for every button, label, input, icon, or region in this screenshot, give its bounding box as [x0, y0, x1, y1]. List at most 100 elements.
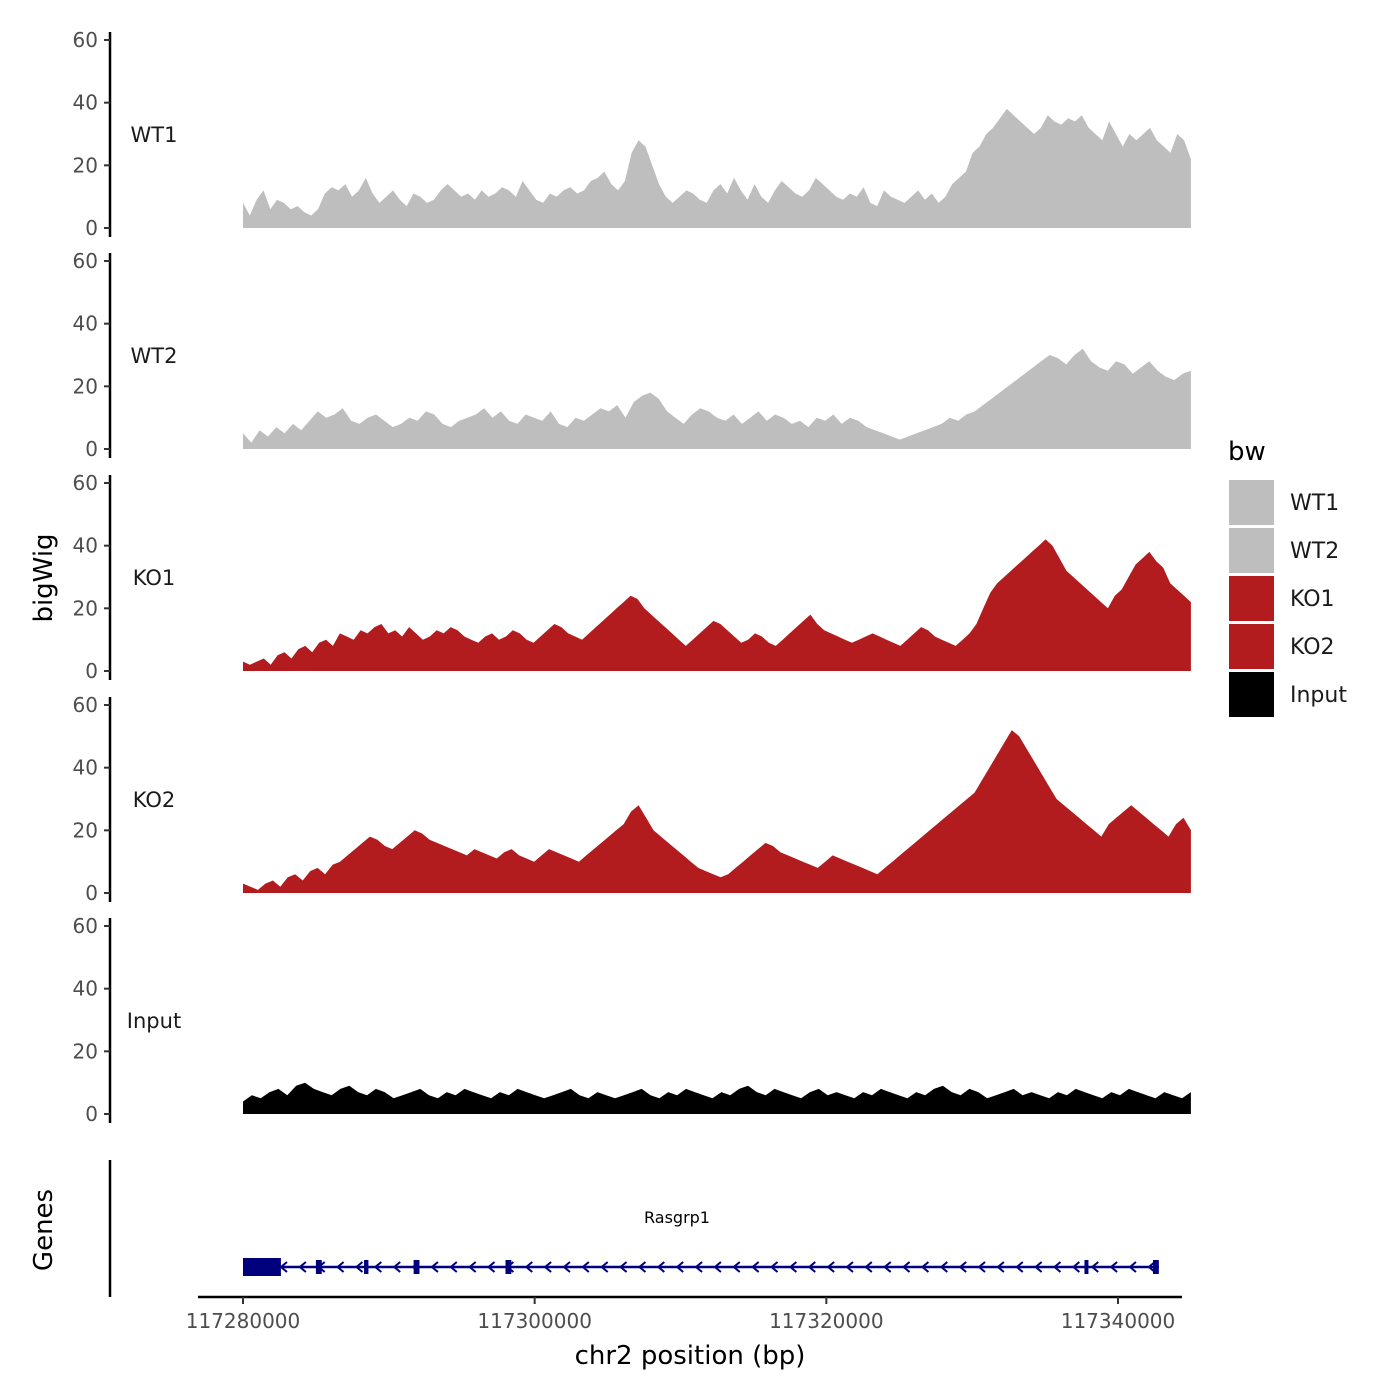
strand-arrow	[977, 1261, 986, 1273]
strand-arrow	[298, 1261, 307, 1273]
y-axis-title: bigWig	[29, 533, 59, 622]
bigwig-tracks: 0 20 40 60 WT1 0 20 40 60 WT2 0 20 40 60 KO1 0 20 40 60 KO2…	[73, 28, 1191, 1126]
strand-arrow	[939, 1261, 948, 1273]
strand-arrow	[430, 1261, 439, 1273]
legend-label-wt1: WT1	[1290, 491, 1339, 516]
strand-arrow	[732, 1261, 741, 1273]
track-label: KO1	[133, 566, 176, 590]
x-tick-label: 117300000	[477, 1309, 592, 1333]
strand-arrow	[486, 1261, 496, 1273]
legend-label-wt2: WT2	[1290, 539, 1339, 564]
strand-arrow	[769, 1261, 779, 1273]
x-tick-label: 117340000	[1061, 1309, 1176, 1333]
track-label: WT2	[131, 344, 178, 368]
y-tick-label: 40	[73, 977, 98, 1001]
genes-track-title: Genes	[29, 1189, 59, 1271]
x-axis: 117280000 117300000 117320000 117340000	[186, 1295, 1182, 1333]
y-tick-label: 40	[73, 756, 98, 780]
strand-arrow	[543, 1261, 552, 1273]
y-tick-label: 60	[73, 28, 98, 52]
x-axis-title: chr2 position (bp)	[575, 1341, 806, 1371]
track-ko2: 0 20 40 60 KO2	[73, 693, 1191, 905]
legend-key-ko2	[1229, 624, 1274, 669]
y-tick-label: 40	[73, 312, 98, 336]
track-input: 0 20 40 60 Input	[73, 914, 1191, 1126]
strand-arrow	[883, 1261, 892, 1273]
track-label: WT1	[131, 123, 178, 147]
legend-title: bw	[1228, 437, 1266, 467]
legend: WT1 WT2 KO1 KO2 Input	[1229, 480, 1347, 717]
strand-arrow	[920, 1261, 930, 1273]
strand-arrow	[619, 1261, 628, 1273]
x-tick-label: 117320000	[769, 1309, 884, 1333]
y-tick-label: 20	[73, 153, 98, 177]
strand-arrow	[279, 1261, 288, 1273]
strand-arrow	[675, 1261, 684, 1273]
strand-arrow	[1090, 1261, 1099, 1273]
strand-arrow	[864, 1261, 873, 1273]
gene-exon	[1153, 1260, 1159, 1274]
legend-label-ko1: KO1	[1290, 587, 1335, 612]
strand-arrow	[1147, 1261, 1156, 1273]
strand-arrow	[1128, 1261, 1137, 1273]
strand-arrow	[1071, 1261, 1081, 1273]
strand-arrow	[449, 1261, 458, 1273]
strand-arrow	[996, 1261, 1005, 1273]
strand-arrow	[468, 1261, 477, 1273]
legend-key-wt2	[1229, 528, 1274, 573]
y-tick-label: 60	[73, 249, 98, 273]
legend-key-ko1	[1229, 576, 1274, 621]
track-label: Input	[127, 1009, 181, 1033]
y-tick-label: 0	[85, 881, 98, 905]
gene-exon	[1084, 1260, 1089, 1274]
legend-key-input	[1229, 672, 1274, 717]
y-tick-label: 20	[73, 1039, 98, 1063]
y-tick-label: 0	[85, 1102, 98, 1126]
strand-arrow	[751, 1261, 760, 1273]
y-tick-label: 0	[85, 216, 98, 240]
strand-arrow	[581, 1261, 590, 1273]
strand-arrow	[354, 1261, 364, 1273]
y-tick-label: 20	[73, 818, 98, 842]
strand-arrow	[336, 1261, 345, 1273]
y-tick-label: 20	[73, 596, 98, 620]
legend-key-wt1	[1229, 480, 1274, 525]
y-tick-label: 20	[73, 374, 98, 398]
strand-arrow	[656, 1261, 665, 1273]
y-tick-label: 60	[73, 914, 98, 938]
gene-track	[108, 1160, 1159, 1297]
strand-arrow	[373, 1261, 382, 1273]
area-wt1	[243, 108, 1191, 228]
gene-exon	[413, 1260, 420, 1274]
y-tick-label: 40	[73, 534, 98, 558]
strand-arrow	[562, 1261, 571, 1273]
strand-arrow	[902, 1261, 911, 1273]
gene-exon	[243, 1258, 281, 1276]
y-tick-label: 40	[73, 91, 98, 115]
strand-arrow	[1052, 1261, 1062, 1273]
strand-arrow	[826, 1261, 835, 1273]
strand-arrow	[694, 1261, 703, 1273]
legend-label-input: Input	[1290, 683, 1347, 708]
strand-arrow	[713, 1261, 722, 1273]
area-ko1	[243, 539, 1191, 671]
strand-arrow	[1015, 1261, 1024, 1273]
track-wt2: 0 20 40 60 WT2	[73, 249, 1191, 461]
strand-arrow	[1034, 1261, 1043, 1273]
legend-label-ko2: KO2	[1290, 635, 1335, 660]
strand-arrow	[1109, 1261, 1118, 1273]
area-wt2	[243, 348, 1191, 449]
x-tick-label: 117280000	[186, 1309, 301, 1333]
y-tick-label: 60	[73, 471, 98, 495]
strand-arrow	[807, 1261, 816, 1273]
strand-arrow	[958, 1261, 967, 1273]
y-tick-label: 0	[85, 437, 98, 461]
strand-arrow	[524, 1261, 533, 1273]
strand-arrow	[392, 1261, 401, 1273]
track-label: KO2	[133, 788, 176, 812]
track-wt1: 0 20 40 60 WT1	[73, 28, 1191, 240]
gene-exon	[505, 1260, 512, 1274]
strand-arrow	[845, 1261, 854, 1273]
gene-exon	[315, 1260, 322, 1274]
